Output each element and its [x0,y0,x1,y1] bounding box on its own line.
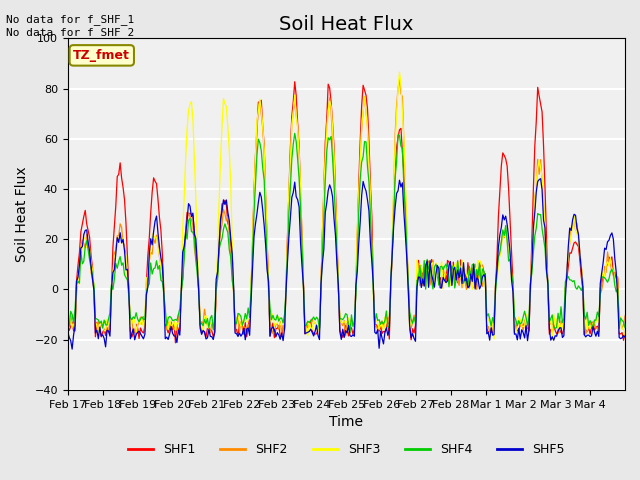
SHF1 [547,326,555,332]
SHF4 [353,257,361,263]
Line: SHF1: SHF1 [68,82,625,343]
Line: SHF5: SHF5 [68,179,625,349]
SHF4 [464,285,472,291]
SHF5 [64,329,72,335]
Text: TZ_fmet: TZ_fmet [74,49,130,62]
Title: Soil Heat Flux: Soil Heat Flux [279,15,413,34]
SHF1 [353,239,361,245]
SHF3 [83,245,90,251]
SHF3 [548,336,556,342]
SHF2 [342,333,349,338]
SHF5 [68,346,76,352]
SHF2 [100,319,108,325]
SHF2 [64,325,72,331]
SHF5 [621,334,629,340]
SHF3 [620,327,627,333]
SHF4 [621,325,629,331]
SHF1 [620,337,627,343]
Legend: SHF1, SHF2, SHF3, SHF4, SHF5: SHF1, SHF2, SHF3, SHF4, SHF5 [123,438,570,461]
SHF4 [83,238,90,244]
SHF2 [547,321,555,327]
SHF1 [172,340,179,346]
SHF3 [64,325,72,331]
SHF1 [83,221,90,227]
SHF3 [100,328,108,334]
SHF2 [464,271,472,277]
SHF3 [396,69,403,75]
Line: SHF3: SHF3 [68,72,625,339]
SHF4 [346,330,354,336]
Y-axis label: Soil Heat Flux: Soil Heat Flux [15,167,29,262]
SHF5 [84,239,92,245]
SHF2 [396,77,403,83]
SHF5 [352,283,360,288]
X-axis label: Time: Time [330,415,364,429]
SHF1 [464,260,472,265]
Line: SHF4: SHF4 [68,133,625,333]
SHF4 [100,317,108,323]
SHF5 [537,176,545,181]
Text: No data for f_SHF_1
No data for f_SHF_2: No data for f_SHF_1 No data for f_SHF_2 [6,14,134,38]
SHF4 [64,320,72,326]
SHF5 [463,276,470,281]
SHF3 [545,320,553,326]
SHF2 [620,322,627,328]
SHF4 [620,319,627,325]
SHF2 [83,231,90,237]
SHF5 [620,333,627,338]
SHF4 [291,131,299,136]
SHF1 [291,79,299,84]
SHF2 [352,283,360,289]
SHF3 [351,314,358,320]
SHF4 [547,316,555,322]
SHF1 [621,329,629,335]
SHF2 [621,313,629,319]
SHF1 [100,326,108,332]
SHF5 [102,344,109,350]
SHF5 [547,337,555,343]
SHF3 [463,272,470,277]
SHF3 [621,333,629,338]
Line: SHF2: SHF2 [68,80,625,336]
SHF1 [64,324,72,330]
